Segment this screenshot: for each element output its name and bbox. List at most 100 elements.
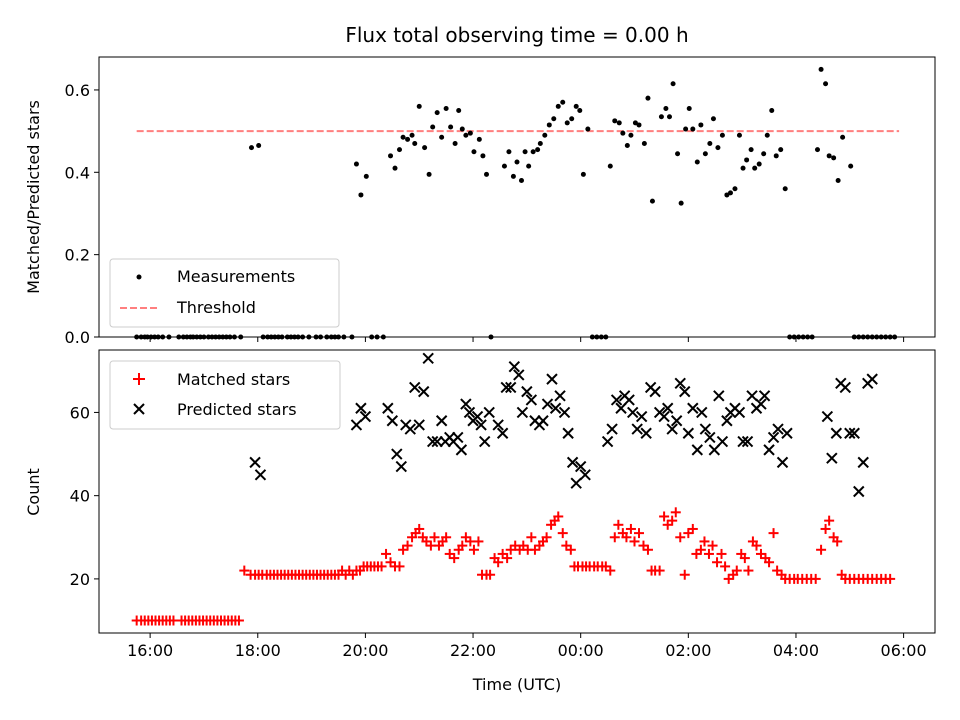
measurement-point — [542, 132, 548, 138]
predicted-stars-point — [679, 385, 691, 398]
measurement-point — [831, 155, 837, 161]
measurement-point — [358, 192, 364, 198]
predicted-stars-point — [249, 456, 261, 469]
measurement-point — [782, 186, 788, 192]
measurement-point — [213, 334, 219, 340]
measurement-point — [292, 334, 298, 340]
measurement-point — [796, 334, 802, 340]
measurement-point — [443, 105, 449, 111]
measurement-point — [773, 153, 779, 159]
predicted-stars-point — [674, 377, 686, 390]
measurement-point — [702, 151, 708, 157]
predicted-stars-point — [746, 390, 758, 402]
predicted-stars-point — [623, 394, 635, 406]
measurement-point — [160, 334, 166, 340]
legend-predicted-marker — [133, 403, 145, 415]
matched-stars-point — [670, 507, 681, 518]
predicted-stars-point — [606, 423, 618, 435]
measurement-point — [727, 190, 733, 196]
measurement-point — [686, 105, 692, 111]
measurement-point — [134, 334, 140, 340]
matched-stars-point — [751, 540, 762, 551]
measurement-point — [506, 149, 512, 155]
measurement-point — [197, 334, 203, 340]
count-legend: Matched stars Predicted stars — [109, 360, 341, 430]
predicted-stars-point — [508, 360, 521, 373]
measurement-point — [138, 334, 144, 340]
measurement-point — [238, 334, 244, 340]
predicted-stars-point — [635, 410, 648, 423]
measurement-point — [341, 334, 347, 340]
count-data — [131, 352, 896, 626]
measurement-point — [607, 163, 613, 169]
measurement-point — [439, 134, 445, 140]
predicted-stars-point — [704, 431, 716, 444]
measurement-point — [409, 132, 415, 138]
matched-stars-point — [739, 553, 750, 564]
measurement-point — [860, 334, 866, 340]
matched-stars-point — [233, 615, 244, 626]
measurement-point — [620, 130, 626, 136]
measurement-point — [752, 165, 758, 171]
predicted-stars-point — [422, 352, 434, 365]
measurement-point — [624, 143, 630, 149]
matched-stars-point — [381, 548, 392, 559]
measurement-point — [265, 334, 271, 340]
measurement-point — [248, 145, 254, 151]
measurement-point — [732, 186, 738, 192]
measurement-point — [416, 103, 422, 109]
measurement-point — [374, 334, 380, 340]
y-tick-label: 40 — [70, 487, 90, 506]
predicted-stars-point — [844, 427, 856, 439]
matched-stars-point — [557, 528, 568, 539]
ratio-data — [134, 66, 900, 340]
measurement-point — [400, 134, 406, 140]
measurement-point — [155, 334, 161, 340]
ratio-legend: Measurements Threshold — [109, 258, 340, 328]
matched-stars-point — [824, 515, 835, 526]
measurement-point — [488, 334, 494, 340]
matched-stars-point — [414, 523, 425, 534]
predicted-stars-point — [382, 402, 394, 414]
legend-matched-label: Matched stars — [177, 370, 290, 389]
predicted-stars-point — [541, 398, 554, 410]
measurement-point — [658, 114, 664, 120]
measurement-point — [710, 116, 716, 122]
measurement-point — [434, 110, 440, 116]
predicted-stars-point — [649, 385, 661, 398]
matched-stars-point — [820, 523, 831, 534]
measurement-point — [809, 334, 815, 340]
matched-stars-point — [613, 519, 624, 530]
measurement-point — [865, 334, 871, 340]
measurement-point — [823, 81, 829, 87]
measurement-point — [744, 157, 750, 163]
matched-stars-point — [553, 511, 564, 522]
measurement-point — [328, 334, 334, 340]
measurement-point — [585, 126, 591, 132]
measurement-point — [205, 334, 211, 340]
predicted-stars-point — [661, 402, 674, 414]
predicted-stars-point — [755, 398, 767, 410]
measurement-point — [216, 334, 222, 340]
predicted-stars-point — [452, 431, 464, 444]
predicted-stars-point — [435, 415, 448, 427]
predicted-stars-point — [513, 369, 525, 381]
measurement-point — [510, 173, 516, 179]
measurement-point — [840, 134, 846, 140]
x-tick-label: 16:00 — [127, 641, 173, 660]
y-tick-label: 0.4 — [65, 163, 90, 182]
predicted-stars-point — [455, 444, 468, 456]
matched-stars-point — [654, 565, 665, 576]
measurement-point — [835, 178, 841, 184]
predicted-stars-point — [475, 419, 487, 431]
measurement-point — [564, 120, 570, 126]
measurement-point — [678, 200, 684, 206]
measurement-point — [649, 198, 655, 204]
predicted-stars-point — [767, 431, 780, 444]
x-tick-label: 02:00 — [665, 641, 711, 660]
measurement-point — [152, 334, 158, 340]
matched-stars-point — [485, 569, 496, 580]
measurement-point — [826, 153, 832, 159]
matched-stars-point — [707, 540, 718, 551]
matched-stars-point — [502, 553, 513, 564]
